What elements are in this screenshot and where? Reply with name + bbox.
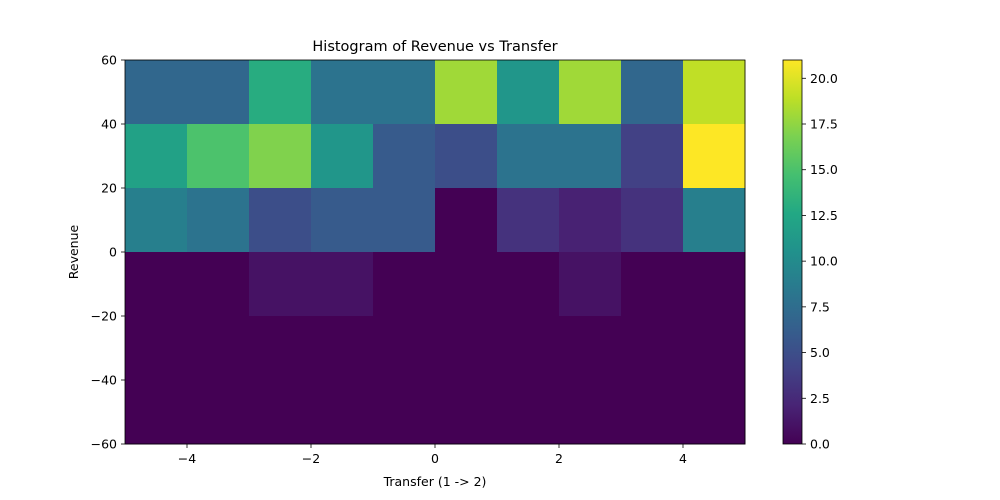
colorbar-frame — [782, 59, 803, 445]
heatmap-cell — [373, 60, 436, 125]
y-axis-label: Revenue — [66, 224, 81, 279]
heatmap-cell — [311, 380, 374, 445]
heatmap-cell — [435, 124, 498, 189]
heatmap-cell — [187, 124, 250, 189]
heatmap-cell — [125, 380, 188, 445]
x-axis-label: Transfer (1 -> 2) — [383, 474, 487, 489]
heatmap-cell — [187, 60, 250, 125]
heatmap-cell — [249, 252, 312, 317]
x-tick-label: −2 — [302, 451, 320, 466]
heatmap-cell — [683, 60, 746, 125]
heatmap-cell — [373, 124, 436, 189]
heatmap-cell — [559, 316, 622, 381]
heatmap-cell — [621, 252, 684, 317]
heatmap-cell — [497, 316, 560, 381]
heatmap-cell — [125, 188, 188, 253]
x-tick-label: 0 — [431, 451, 439, 466]
y-tick-label: 20 — [101, 181, 117, 196]
heatmap-cell — [683, 124, 746, 189]
heatmap-cell — [435, 380, 498, 445]
heatmap-cell — [311, 124, 374, 189]
heatmap-cell — [497, 252, 560, 317]
colorbar-tick-label: 7.5 — [810, 299, 830, 314]
y-tick-label: 40 — [101, 117, 117, 132]
heatmap-cell — [559, 124, 622, 189]
heatmap-cell — [497, 380, 560, 445]
heatmap-cell — [125, 60, 188, 125]
heatmap-cell — [249, 316, 312, 381]
x-tick-label: 2 — [555, 451, 563, 466]
x-tick-label: −4 — [178, 451, 196, 466]
colorbar-tick-label: 10.0 — [810, 254, 838, 269]
colorbar-tick-label: 5.0 — [810, 345, 830, 360]
heatmap-cell — [621, 380, 684, 445]
heatmap-cell — [621, 60, 684, 125]
x-tick-label: 4 — [679, 451, 687, 466]
heatmap-cell — [559, 188, 622, 253]
heatmap-cell — [683, 380, 746, 445]
heatmap-cell — [435, 188, 498, 253]
heatmap-cell — [683, 316, 746, 381]
colorbar-tick-label: 2.5 — [810, 391, 830, 406]
heatmap-cell — [373, 252, 436, 317]
colorbar: 0.0 2.5 5.0 7.5 10.0 12.5 15.0 17.5 20.0 — [782, 59, 838, 452]
heatmap-cell — [249, 60, 312, 125]
heatmap-cell — [373, 188, 436, 253]
heatmap-cell — [435, 316, 498, 381]
heatmap-cell — [559, 60, 622, 125]
heatmap-cells — [125, 60, 746, 445]
colorbar-tick-label: 12.5 — [810, 208, 838, 223]
heatmap-cell — [497, 188, 560, 253]
heatmap-cell — [249, 124, 312, 189]
heatmap-cell — [125, 316, 188, 381]
heatmap-cell — [435, 60, 498, 125]
heatmap-cell — [435, 252, 498, 317]
heatmap-cell — [125, 124, 188, 189]
y-tick-label: 60 — [101, 53, 117, 68]
y-tick-label: −20 — [91, 309, 117, 324]
heatmap-cell — [621, 188, 684, 253]
heatmap-cell — [187, 188, 250, 253]
colorbar-tick-label: 17.5 — [810, 117, 838, 132]
heatmap-cell — [497, 60, 560, 125]
heatmap-cell — [373, 316, 436, 381]
colorbar-tick-label: 20.0 — [810, 71, 838, 86]
y-tick-label: −40 — [91, 373, 117, 388]
heatmap-cell — [125, 252, 188, 317]
colorbar-tick-label: 15.0 — [810, 162, 838, 177]
heatmap-cell — [497, 124, 560, 189]
heatmap-cell — [311, 60, 374, 125]
heatmap-cell — [373, 380, 436, 445]
x-axis: −4 −2 0 2 4 — [178, 444, 687, 466]
colorbar-ticks: 0.0 2.5 5.0 7.5 10.0 12.5 15.0 17.5 20.0 — [802, 71, 838, 452]
colorbar-tick-label: 0.0 — [810, 437, 830, 452]
heatmap-cell — [683, 188, 746, 253]
heatmap-cell — [559, 252, 622, 317]
heatmap-cell — [249, 380, 312, 445]
heatmap-cell — [187, 380, 250, 445]
heatmap-cell — [249, 188, 312, 253]
heatmap-cell — [621, 124, 684, 189]
heatmap-cell — [683, 252, 746, 317]
heatmap-cell — [187, 316, 250, 381]
heatmap-cell — [187, 252, 250, 317]
chart-title: Histogram of Revenue vs Transfer — [312, 39, 557, 55]
y-tick-label: 0 — [109, 245, 117, 260]
heatmap-cell — [311, 252, 374, 317]
heatmap-cell — [311, 188, 374, 253]
heatmap-cell — [621, 316, 684, 381]
y-axis: −60 −40 −20 0 20 40 60 — [91, 53, 125, 452]
heatmap-cell — [311, 316, 374, 381]
y-tick-label: −60 — [91, 437, 117, 452]
heatmap-cell — [559, 380, 622, 445]
colorbar-gradient — [783, 60, 802, 444]
